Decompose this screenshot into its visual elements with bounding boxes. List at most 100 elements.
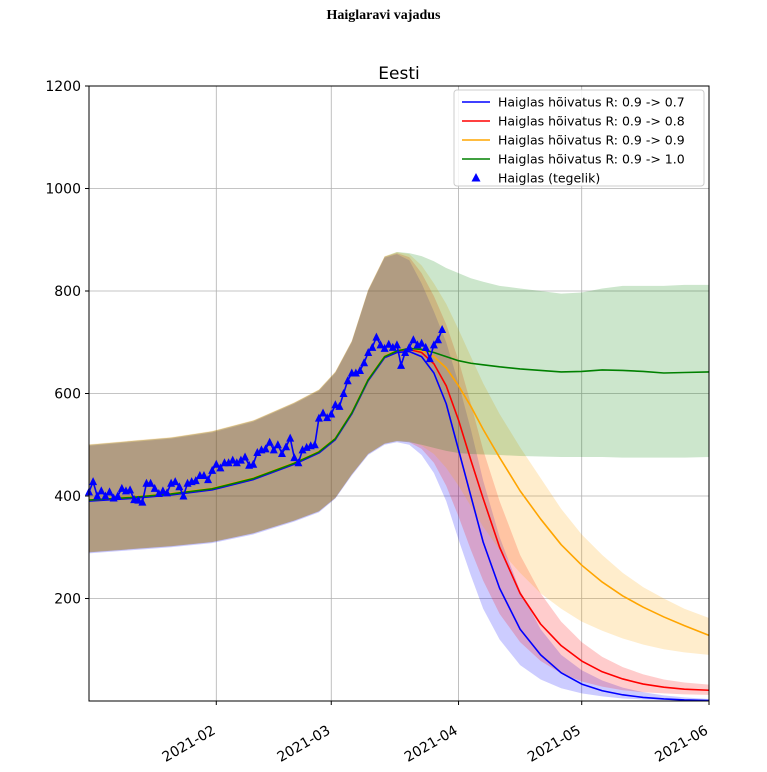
actual-point (236, 455, 245, 464)
band-layer (89, 252, 709, 701)
actual-point (191, 476, 200, 485)
legend-label-actual: Haiglas (tegelik) (498, 171, 600, 186)
legend-label-2: Haiglas hõivatus R: 0.9 -> 0.8 (498, 114, 685, 129)
actual-point (265, 437, 274, 446)
y-tick-label: 400 (54, 489, 81, 505)
actual-point (171, 477, 180, 486)
actual-point (97, 486, 106, 495)
actual-point (105, 487, 114, 496)
actual-point (298, 445, 307, 454)
series-line-1 (88, 350, 710, 702)
legend-box (453, 89, 705, 187)
actual-point (232, 458, 241, 467)
actual-point (314, 413, 323, 422)
x-tick-label: 2021-02 (160, 723, 219, 766)
actual-point (269, 445, 278, 454)
actual-point (429, 340, 438, 349)
actual-point (368, 342, 377, 351)
legend-label-1: Haiglas hõivatus R: 0.9 -> 0.7 (498, 95, 685, 110)
actual-point (339, 389, 348, 397)
confidence-band-4 (89, 252, 709, 553)
actual-point (126, 485, 135, 494)
y-tick-label: 800 (54, 284, 81, 300)
y-tick-label: 600 (54, 387, 81, 403)
actual-point (319, 408, 328, 417)
page-heading: Haiglaravi vajadus (326, 8, 441, 23)
actual-point (204, 475, 213, 484)
actual-point (310, 440, 319, 449)
x-tick-label: 2021-06 (652, 723, 711, 766)
actual-point (154, 488, 163, 497)
actual-point (290, 453, 299, 462)
actual-point (397, 360, 406, 369)
y-tick-label: 1200 (45, 79, 81, 95)
series-line-4 (88, 347, 710, 501)
actual-point (208, 465, 217, 474)
legend-label-4: Haiglas hõivatus R: 0.9 -> 1.0 (498, 152, 685, 167)
line-layer (88, 347, 710, 702)
actual-point (224, 458, 233, 467)
actual-point (117, 483, 126, 492)
actual-point (113, 491, 122, 500)
actual-point (364, 348, 373, 356)
x-tick-label: 2021-05 (525, 723, 584, 766)
actual-point (179, 491, 188, 500)
actual-point (253, 447, 262, 456)
actual-point (277, 448, 286, 457)
actual-point (138, 497, 147, 506)
actual-point (163, 488, 172, 497)
actual-point (89, 477, 98, 486)
actual-point (355, 365, 364, 374)
actual-point (261, 444, 270, 453)
actual-point (216, 463, 225, 472)
actual-point (146, 478, 155, 487)
x-tick-label: 2021-03 (275, 723, 334, 766)
actual-point (438, 324, 447, 333)
y-tick-label: 1000 (45, 182, 81, 198)
actual-point (343, 376, 352, 385)
actual-point (376, 340, 385, 349)
actual-point (360, 358, 369, 367)
actual-point (158, 486, 167, 495)
confidence-band-1 (89, 254, 709, 701)
actual-point (401, 348, 410, 356)
actual-point (101, 491, 110, 500)
y-tick-label: 200 (54, 592, 81, 608)
actual-point (327, 409, 336, 418)
actual-point (384, 339, 393, 348)
actual-point (405, 342, 414, 351)
actual-point (425, 354, 434, 363)
actual-point (392, 340, 401, 349)
actual-point (93, 491, 102, 500)
actual-point (273, 440, 282, 449)
actual-point (282, 442, 291, 451)
actual-point (380, 343, 389, 352)
actual-point (372, 332, 381, 341)
confidence-band-3 (89, 252, 709, 655)
actual-point (388, 342, 397, 351)
actual-point (417, 338, 426, 347)
confidence-band-2 (89, 253, 709, 695)
x-axis: 2021-02 2021-03 2021-04 2021-05 2021-06 (160, 701, 711, 766)
actual-point (241, 452, 250, 461)
marker-layer (85, 324, 447, 506)
chart-title: Eesti (378, 64, 419, 84)
actual-point (294, 458, 303, 467)
actual-point (228, 455, 237, 464)
legend-swatch-actual (471, 173, 481, 182)
legend: Haiglas hõivatus R: 0.9 -> 0.7 Haiglas hõ… (453, 89, 705, 187)
actual-point (351, 368, 360, 377)
actual-point (134, 495, 143, 504)
actual-point (434, 335, 443, 344)
legend-items: Haiglas hõivatus R: 0.9 -> 0.7 Haiglas hõ… (462, 95, 685, 186)
actual-point (286, 433, 295, 442)
actual-point (212, 459, 221, 468)
x-tick-label: 2021-04 (402, 723, 461, 766)
actual-point (249, 459, 258, 468)
legend-label-3: Haiglas hõivatus R: 0.9 -> 0.9 (498, 133, 685, 148)
actual-point (150, 483, 159, 492)
actual-point (323, 413, 332, 422)
actual-point (335, 401, 344, 410)
actual-point (175, 482, 184, 491)
